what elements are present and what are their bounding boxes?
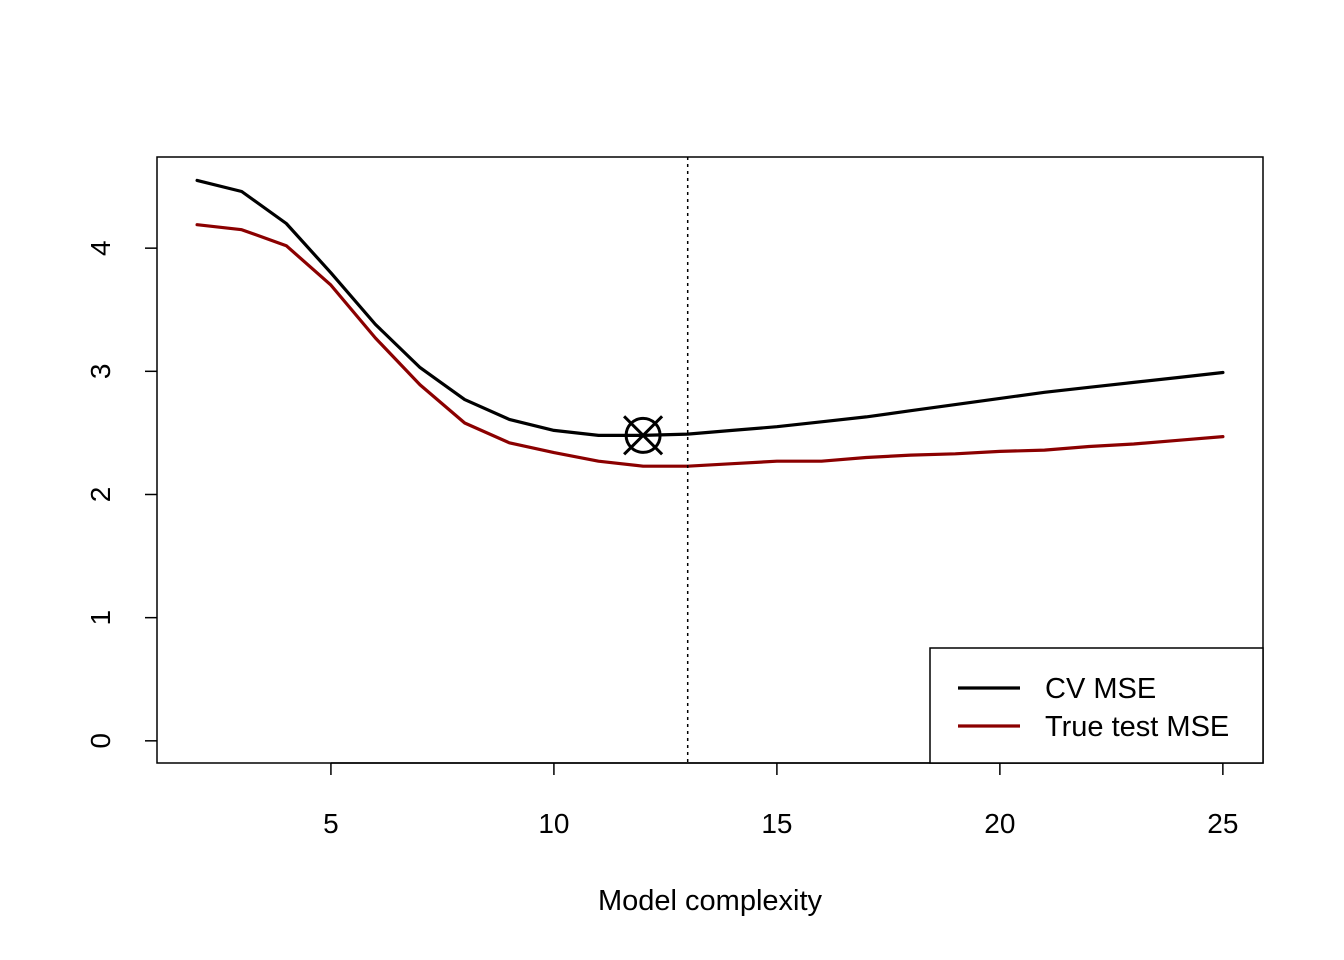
series-line-0 — [195, 178, 1225, 437]
series-layer — [195, 178, 1225, 468]
legend-label-1: True test MSE — [1045, 711, 1229, 743]
x-axis: 5 10 15 20 25 — [323, 762, 1238, 839]
x-tick-label: 15 — [761, 808, 792, 839]
minimum-marker — [623, 415, 664, 456]
x-tick-label: 25 — [1207, 808, 1238, 839]
x-tick-label: 5 — [323, 808, 339, 839]
y-tick-label: 4 — [85, 240, 116, 256]
series-line-1 — [195, 223, 1225, 468]
marker-layer — [623, 157, 689, 763]
y-tick-label: 2 — [85, 487, 116, 503]
legend-box — [929, 647, 1264, 764]
y-tick-label: 1 — [85, 610, 116, 626]
y-tick-label: 0 — [85, 733, 116, 749]
x-tick-label: 20 — [984, 808, 1015, 839]
y-tick-label: 3 — [85, 364, 116, 380]
legend-label-0: CV MSE — [1045, 673, 1156, 705]
x-tick-label: 10 — [538, 808, 569, 839]
x-axis-title: Model complexity — [598, 885, 823, 917]
y-axis: 0 1 2 3 4 — [85, 240, 157, 749]
legend: CV MSE True test MSE — [929, 647, 1264, 764]
